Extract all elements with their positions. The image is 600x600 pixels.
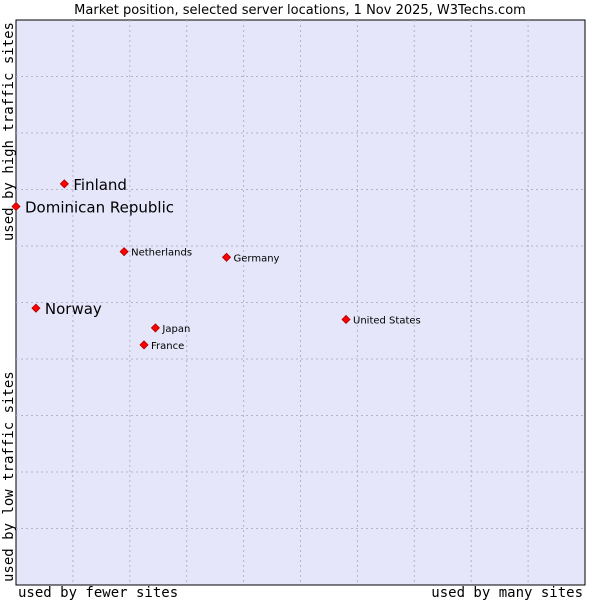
- data-point-marker[interactable]: [221, 252, 232, 262]
- data-point-label: Finland: [73, 176, 127, 194]
- data-point-marker[interactable]: [139, 340, 149, 350]
- grid-lines: [16, 20, 585, 585]
- data-point-marker[interactable]: [341, 314, 351, 325]
- data-point-marker[interactable]: [59, 179, 69, 189]
- x-axis-label-left: used by fewer sites: [18, 585, 178, 600]
- data-point-label: Netherlands: [131, 248, 192, 259]
- data-point-label: Norway: [45, 300, 102, 318]
- y-axis-label-top: used by high traffic sites: [1, 22, 17, 241]
- x-axis-label-right: used by many sites: [431, 585, 583, 600]
- data-point-label: France: [151, 341, 184, 352]
- data-point-label: Japan: [161, 324, 190, 335]
- chart-title: Market position, selected server locatio…: [74, 3, 526, 18]
- data-point-label: United States: [353, 315, 421, 326]
- y-axis-label-bottom: used by low traffic sites: [1, 371, 17, 582]
- data-point-label: Germany: [234, 253, 280, 264]
- data-point-marker[interactable]: [119, 247, 129, 257]
- data-point-marker[interactable]: [31, 303, 41, 313]
- data-point-marker[interactable]: [11, 201, 21, 212]
- data-point-label: Dominican Republic: [25, 198, 174, 216]
- data-points: Finland Dominican Republic Netherlands Germ…: [11, 176, 421, 352]
- data-point-marker[interactable]: [150, 323, 160, 333]
